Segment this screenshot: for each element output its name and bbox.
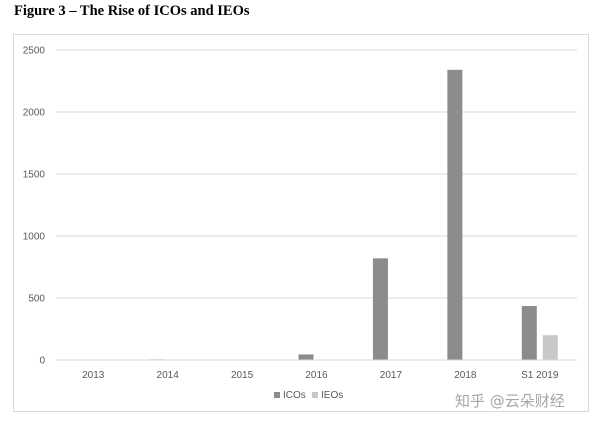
bar-icos-2017	[372, 258, 388, 360]
x-tick-label: 2013	[82, 370, 105, 381]
gridlines	[56, 49, 577, 299]
y-tick-label: 2500	[23, 46, 46, 57]
x-tick-label: 2014	[157, 370, 180, 381]
bar-icos-s1-2019	[521, 306, 537, 360]
bar-ieos-s1-2019	[542, 335, 558, 360]
x-tick-label: 2016	[305, 370, 328, 381]
y-tick-label: 500	[28, 294, 45, 305]
chart-area: 0 500 1000 1500 2000 2500 2013 2014 2015 2016 2017…	[13, 34, 589, 412]
x-tick-label: 2018	[454, 370, 477, 381]
legend-label-icos: ICOs	[283, 390, 306, 401]
y-tick-label: 1500	[23, 170, 46, 181]
legend-label-ieos: IEOs	[321, 390, 343, 401]
y-tick-label: 1000	[23, 232, 46, 243]
x-tick-label: 2015	[231, 370, 254, 381]
bar-icos-2016	[298, 354, 314, 360]
legend-swatch-ieos	[312, 392, 318, 398]
bar-chart: 0 500 1000 1500 2000 2500 2013 2014 2015 2016 2017…	[23, 46, 577, 401]
legend: ICOs IEOs	[274, 390, 343, 401]
bar-icos-2018	[447, 69, 463, 360]
axes: 0 500 1000 1500 2000 2500 2013 2014 2015 2016 2017…	[23, 46, 577, 381]
bars	[149, 69, 558, 360]
x-tick-label: S1 2019	[521, 370, 559, 381]
x-tick-label: 2017	[380, 370, 403, 381]
figure-title: Figure 3 – The Rise of ICOs and IEOs	[14, 3, 250, 19]
y-tick-label: 0	[39, 356, 45, 367]
y-tick-label: 2000	[23, 108, 46, 119]
legend-swatch-icos	[274, 392, 280, 398]
watermark-text: 知乎 @云朵财经	[455, 392, 565, 410]
